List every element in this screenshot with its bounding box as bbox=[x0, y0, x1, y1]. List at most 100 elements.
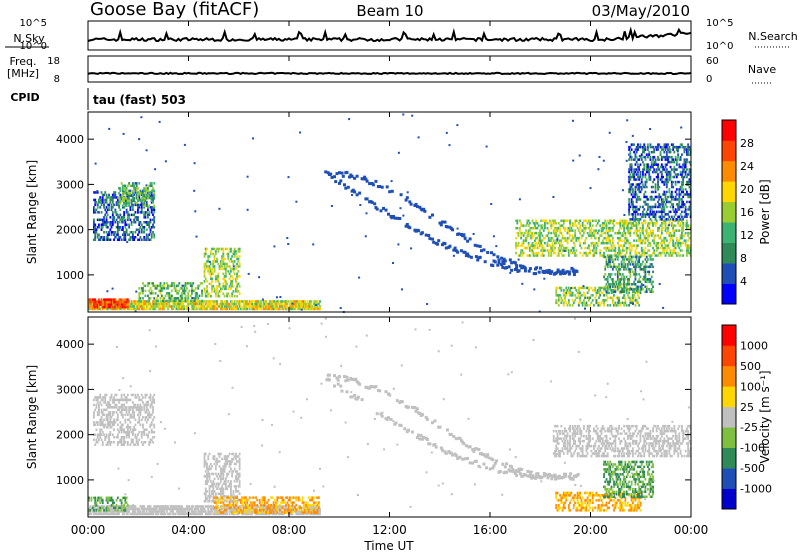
data-cell bbox=[645, 168, 648, 171]
data-cell bbox=[132, 238, 134, 241]
freq-unit: [MHz] bbox=[7, 67, 39, 80]
data-cell bbox=[150, 233, 153, 236]
data-cell bbox=[312, 302, 315, 306]
data-cell bbox=[109, 201, 112, 204]
data-cell bbox=[650, 160, 653, 164]
data-cell bbox=[191, 510, 193, 513]
data-cell bbox=[679, 244, 682, 247]
data-cell bbox=[109, 228, 112, 231]
data-cell bbox=[189, 512, 192, 516]
data-cell bbox=[353, 176, 357, 180]
data-cell bbox=[188, 512, 191, 516]
data-cell bbox=[544, 241, 546, 245]
data-cell bbox=[103, 218, 105, 222]
data-cell bbox=[648, 241, 651, 245]
data-cell bbox=[620, 283, 623, 286]
data-cell bbox=[536, 236, 539, 240]
data-cell bbox=[623, 304, 626, 307]
data-cell bbox=[118, 307, 121, 311]
data-cell bbox=[613, 263, 615, 266]
data-cell bbox=[623, 226, 626, 230]
data-cell bbox=[606, 236, 609, 240]
data-cell bbox=[170, 505, 173, 508]
data-cell bbox=[121, 199, 124, 203]
data-cell bbox=[642, 205, 644, 209]
data-cell bbox=[555, 299, 558, 302]
data-cell bbox=[311, 510, 314, 513]
data-cell bbox=[515, 219, 517, 222]
data-cell bbox=[121, 194, 124, 198]
data-cell bbox=[585, 304, 588, 307]
data-cell bbox=[297, 305, 300, 308]
data-cell bbox=[635, 263, 638, 266]
data-cell bbox=[115, 303, 118, 306]
data-cell bbox=[534, 272, 537, 276]
data-cell bbox=[138, 204, 141, 207]
data-cell bbox=[192, 302, 195, 306]
data-cell bbox=[667, 195, 669, 199]
data-cell bbox=[213, 270, 216, 273]
data-cell bbox=[581, 294, 584, 297]
data-cell bbox=[688, 185, 691, 189]
data-cell bbox=[546, 234, 549, 237]
data-cell bbox=[137, 206, 139, 209]
data-cell bbox=[150, 189, 153, 193]
data-cell bbox=[515, 241, 517, 245]
data-cell bbox=[670, 254, 673, 257]
data-cell bbox=[526, 231, 529, 235]
data-cell bbox=[106, 226, 109, 229]
data-cell bbox=[263, 512, 266, 516]
data-cell bbox=[153, 218, 156, 222]
data-cell bbox=[139, 512, 142, 516]
data-cell bbox=[178, 299, 181, 303]
data-cell bbox=[138, 302, 141, 306]
data-cell bbox=[118, 187, 121, 190]
data-cell bbox=[668, 145, 671, 149]
data-cell bbox=[232, 265, 235, 268]
data-cell bbox=[547, 239, 550, 242]
data-cell bbox=[581, 229, 584, 232]
data-cell bbox=[167, 512, 169, 516]
data-cell bbox=[243, 505, 246, 508]
data-cell bbox=[238, 255, 241, 258]
data-cell bbox=[246, 302, 249, 306]
data-cell bbox=[309, 505, 311, 508]
data-cell bbox=[594, 231, 597, 235]
data-cell bbox=[96, 507, 99, 511]
data-cell bbox=[551, 246, 554, 250]
data-cell bbox=[207, 305, 210, 308]
data-cell bbox=[647, 168, 649, 171]
data-cell bbox=[135, 218, 138, 222]
data-cell bbox=[683, 148, 686, 151]
data-cell bbox=[635, 210, 638, 214]
data-cell bbox=[140, 505, 143, 508]
data-cell bbox=[170, 307, 173, 311]
data-cell bbox=[193, 512, 196, 516]
colorbar-swatch bbox=[722, 140, 736, 162]
data-cell bbox=[534, 239, 536, 242]
data-cell bbox=[632, 143, 634, 146]
data-cell bbox=[147, 236, 149, 239]
data-cell bbox=[589, 229, 592, 232]
data-cell bbox=[105, 196, 108, 199]
data-cell bbox=[162, 505, 164, 508]
data-cell bbox=[560, 239, 563, 242]
data-cell bbox=[273, 507, 276, 511]
data-cell bbox=[99, 506, 102, 510]
data-cell bbox=[679, 213, 682, 216]
data-cell bbox=[550, 246, 553, 250]
data-cell bbox=[181, 510, 183, 513]
data-cell bbox=[114, 303, 117, 306]
data-cell bbox=[88, 512, 90, 516]
data-cell bbox=[137, 197, 139, 200]
data-cell bbox=[518, 264, 522, 268]
data-cell bbox=[213, 302, 216, 306]
data-cell bbox=[618, 254, 620, 257]
data-cell bbox=[645, 255, 648, 259]
data-cell bbox=[431, 237, 434, 241]
data-cell bbox=[682, 163, 685, 166]
data-cell bbox=[598, 229, 600, 232]
data-cell bbox=[588, 251, 590, 255]
data-cell bbox=[187, 294, 190, 298]
data-cell bbox=[231, 285, 234, 288]
